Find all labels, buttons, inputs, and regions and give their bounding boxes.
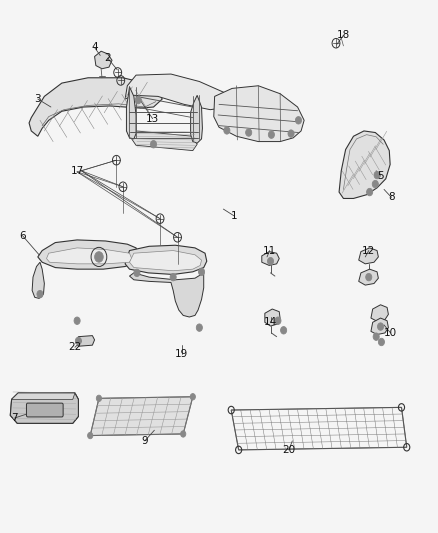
Text: 6: 6: [19, 231, 26, 241]
Text: 2: 2: [104, 53, 111, 63]
Polygon shape: [125, 245, 207, 274]
Polygon shape: [214, 86, 304, 142]
Circle shape: [196, 324, 202, 332]
Circle shape: [373, 333, 379, 341]
Polygon shape: [371, 318, 389, 335]
Text: 3: 3: [35, 94, 41, 104]
Text: 8: 8: [388, 192, 395, 203]
Text: 12: 12: [362, 246, 375, 255]
Text: 5: 5: [377, 171, 384, 181]
Polygon shape: [130, 251, 201, 271]
Polygon shape: [339, 131, 390, 198]
Text: 17: 17: [71, 166, 84, 176]
Polygon shape: [132, 131, 197, 151]
Polygon shape: [265, 309, 280, 326]
Polygon shape: [38, 240, 138, 269]
Text: 14: 14: [264, 317, 277, 327]
Polygon shape: [76, 336, 95, 346]
Circle shape: [75, 337, 81, 345]
Polygon shape: [359, 269, 378, 285]
Polygon shape: [191, 95, 202, 143]
Polygon shape: [29, 78, 162, 136]
Circle shape: [37, 290, 43, 298]
Circle shape: [378, 323, 384, 330]
Polygon shape: [11, 393, 78, 423]
Text: 19: 19: [175, 349, 188, 359]
Circle shape: [190, 393, 195, 400]
Polygon shape: [125, 74, 228, 110]
FancyBboxPatch shape: [26, 403, 63, 417]
Circle shape: [372, 180, 378, 188]
Circle shape: [268, 257, 274, 265]
Circle shape: [150, 141, 156, 148]
Text: 10: 10: [384, 328, 397, 338]
Text: 7: 7: [11, 413, 18, 423]
Text: 20: 20: [283, 445, 295, 455]
Polygon shape: [127, 87, 136, 139]
Circle shape: [135, 96, 141, 104]
Text: 4: 4: [91, 43, 98, 52]
Text: 13: 13: [146, 114, 159, 124]
Polygon shape: [46, 248, 132, 264]
Text: 1: 1: [231, 211, 237, 221]
Polygon shape: [11, 393, 78, 423]
Circle shape: [378, 338, 385, 346]
Polygon shape: [371, 305, 389, 321]
Circle shape: [180, 431, 186, 437]
Polygon shape: [359, 248, 378, 264]
Circle shape: [95, 252, 103, 262]
Polygon shape: [90, 397, 193, 435]
Polygon shape: [12, 393, 75, 399]
Circle shape: [366, 273, 372, 281]
Circle shape: [281, 327, 287, 334]
Polygon shape: [130, 273, 204, 317]
Text: 22: 22: [68, 342, 81, 352]
Polygon shape: [95, 51, 112, 69]
Text: 9: 9: [141, 436, 148, 446]
Circle shape: [275, 317, 281, 325]
Polygon shape: [262, 252, 279, 265]
Circle shape: [134, 269, 140, 277]
Polygon shape: [32, 262, 44, 298]
Circle shape: [374, 171, 380, 179]
Circle shape: [288, 130, 294, 138]
Circle shape: [170, 273, 176, 281]
Circle shape: [96, 395, 102, 401]
Circle shape: [198, 268, 205, 276]
Circle shape: [367, 188, 373, 196]
Text: 11: 11: [263, 246, 276, 255]
Circle shape: [268, 131, 275, 139]
Circle shape: [88, 432, 93, 439]
Circle shape: [74, 317, 80, 325]
Text: 18: 18: [337, 30, 350, 41]
Circle shape: [295, 117, 301, 124]
Circle shape: [246, 129, 252, 136]
Circle shape: [224, 127, 230, 134]
